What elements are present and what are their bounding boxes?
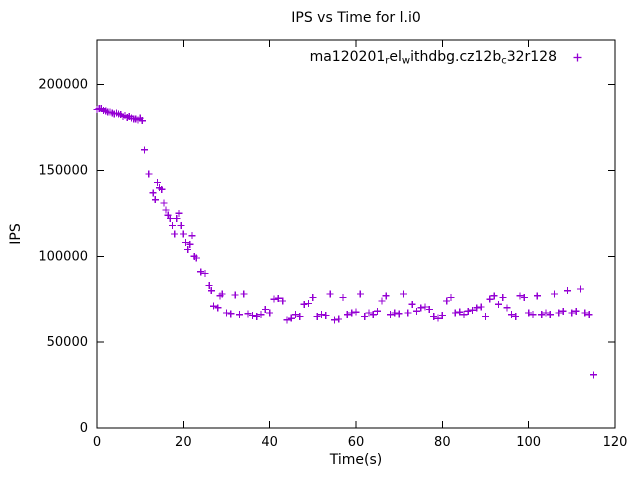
svg-text:120: 120	[603, 435, 628, 450]
legend-label-segment: ithdbg.cz12b	[410, 49, 502, 65]
legend-series-label: ma120201relwithdbg.cz12bc32r128	[310, 49, 557, 67]
legend: ma120201relwithdbg.cz12bc32r128	[310, 49, 584, 67]
legend-label-segment: el	[389, 49, 402, 65]
legend-label-segment: c	[501, 55, 507, 67]
svg-text:80: 80	[434, 435, 451, 450]
legend-label-segment: r	[385, 55, 390, 67]
legend-label-segment: ma120201	[309, 49, 386, 65]
svg-text:0: 0	[93, 435, 101, 450]
svg-text:20: 20	[175, 435, 192, 450]
chart-title: IPS vs Time for l.i0	[291, 10, 421, 26]
x-axis-label: Time(s)	[329, 452, 383, 468]
plus-marker-icon	[573, 53, 582, 62]
svg-text:40: 40	[261, 435, 278, 450]
legend-label-segment: 32r128	[506, 49, 557, 65]
svg-text:50000: 50000	[47, 335, 88, 350]
svg-text:60: 60	[348, 435, 365, 450]
legend-label-segment: w	[401, 55, 411, 67]
svg-text:100000: 100000	[38, 249, 88, 264]
svg-text:150000: 150000	[38, 163, 88, 178]
svg-text:0: 0	[80, 421, 88, 436]
svg-text:100: 100	[516, 435, 541, 450]
svg-text:200000: 200000	[38, 78, 88, 93]
